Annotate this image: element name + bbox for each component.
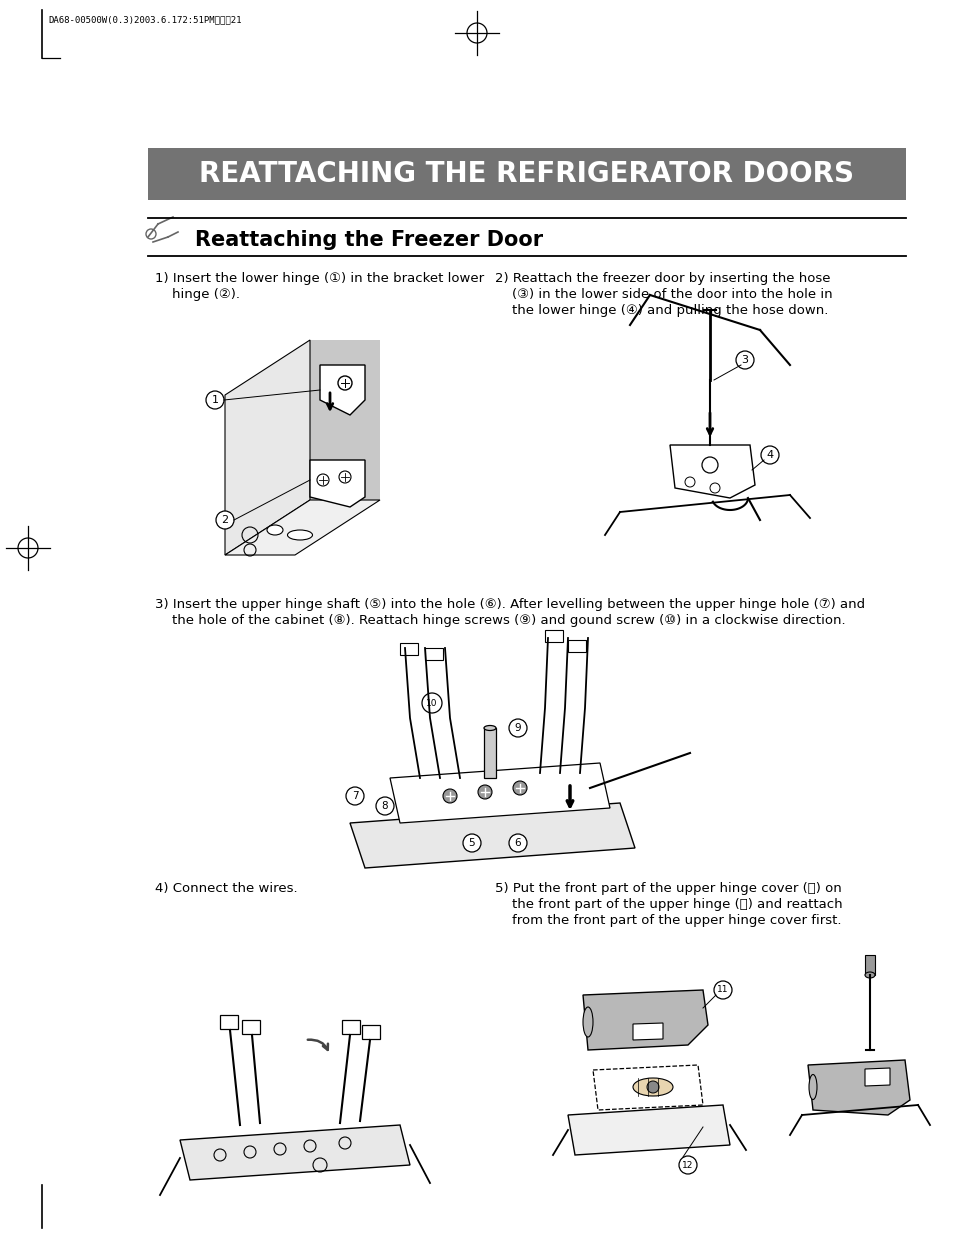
Bar <box>864 955 874 974</box>
Bar <box>399 643 417 655</box>
Ellipse shape <box>483 725 496 730</box>
Circle shape <box>760 446 779 464</box>
Polygon shape <box>567 1105 729 1155</box>
Polygon shape <box>310 459 365 508</box>
Polygon shape <box>350 803 635 868</box>
Circle shape <box>509 719 526 737</box>
Circle shape <box>679 1156 697 1174</box>
Circle shape <box>713 981 731 999</box>
Circle shape <box>375 797 394 815</box>
Text: 4: 4 <box>765 450 773 459</box>
Circle shape <box>735 351 753 369</box>
Text: 5) Put the front part of the upper hinge cover (⑪) on: 5) Put the front part of the upper hinge… <box>495 882 841 895</box>
Circle shape <box>338 471 351 483</box>
Polygon shape <box>582 990 707 1050</box>
Circle shape <box>337 375 352 390</box>
Ellipse shape <box>267 525 283 535</box>
Bar <box>483 727 496 778</box>
Circle shape <box>206 391 224 409</box>
Polygon shape <box>807 1060 909 1115</box>
Text: 5: 5 <box>468 839 475 848</box>
Ellipse shape <box>808 1074 816 1099</box>
Text: 1) Insert the lower hinge (①) in the bracket lower: 1) Insert the lower hinge (①) in the bra… <box>154 272 483 285</box>
Polygon shape <box>180 1125 410 1179</box>
Ellipse shape <box>864 972 874 978</box>
Text: the front part of the upper hinge (⑫) and reattach: the front part of the upper hinge (⑫) an… <box>495 898 841 911</box>
Text: 10: 10 <box>426 699 437 708</box>
Circle shape <box>513 781 526 795</box>
Text: 3) Insert the upper hinge shaft (⑤) into the hole (⑥). After levelling between t: 3) Insert the upper hinge shaft (⑤) into… <box>154 598 864 611</box>
Bar <box>148 148 905 200</box>
Text: 2) Reattach the freezer door by inserting the hose: 2) Reattach the freezer door by insertin… <box>495 272 830 285</box>
Text: 1: 1 <box>212 395 218 405</box>
Ellipse shape <box>633 1078 672 1095</box>
Polygon shape <box>225 500 379 555</box>
Bar <box>220 1015 237 1029</box>
Polygon shape <box>319 366 365 415</box>
Bar <box>361 1025 379 1039</box>
Polygon shape <box>669 445 754 498</box>
Text: hinge (②).: hinge (②). <box>154 288 240 301</box>
Polygon shape <box>310 340 379 500</box>
Circle shape <box>701 457 718 473</box>
Text: 9: 9 <box>515 722 520 734</box>
Text: 6: 6 <box>515 839 520 848</box>
Text: (③) in the lower side of the door into the hole in: (③) in the lower side of the door into t… <box>495 288 832 301</box>
Circle shape <box>442 789 456 803</box>
Ellipse shape <box>582 1007 593 1037</box>
Text: 12: 12 <box>681 1161 693 1170</box>
Text: 2: 2 <box>221 515 229 525</box>
Ellipse shape <box>287 530 313 540</box>
Circle shape <box>316 474 329 487</box>
Text: 4) Connect the wires.: 4) Connect the wires. <box>154 882 297 895</box>
Text: DA68-00500W(0.3)2003.6.172:51PM페이직21: DA68-00500W(0.3)2003.6.172:51PM페이직21 <box>48 15 241 23</box>
Bar <box>341 1020 359 1034</box>
Circle shape <box>462 834 480 852</box>
Polygon shape <box>225 340 310 555</box>
Circle shape <box>346 787 364 805</box>
Text: the hole of the cabinet (⑧). Reattach hinge screws (⑨) and gound screw (⑩) in a : the hole of the cabinet (⑧). Reattach hi… <box>154 614 844 627</box>
Text: from the front part of the upper hinge cover first.: from the front part of the upper hinge c… <box>495 914 841 927</box>
Polygon shape <box>633 1023 662 1040</box>
Text: 3: 3 <box>740 354 748 366</box>
Circle shape <box>421 693 441 713</box>
Bar <box>567 640 585 652</box>
Text: 11: 11 <box>717 986 728 994</box>
Circle shape <box>477 785 492 799</box>
Text: REATTACHING THE REFRIGERATOR DOORS: REATTACHING THE REFRIGERATOR DOORS <box>199 161 854 188</box>
Text: 7: 7 <box>352 790 358 802</box>
Text: Reattaching the Freezer Door: Reattaching the Freezer Door <box>194 230 542 249</box>
Polygon shape <box>864 1068 889 1086</box>
Bar <box>544 630 562 642</box>
Text: 8: 8 <box>381 802 388 811</box>
Circle shape <box>509 834 526 852</box>
Polygon shape <box>390 763 609 823</box>
Bar <box>242 1020 260 1034</box>
Bar <box>424 648 442 659</box>
Circle shape <box>215 511 233 529</box>
Text: the lower hinge (④) and pulling the hose down.: the lower hinge (④) and pulling the hose… <box>495 304 827 317</box>
Circle shape <box>646 1081 659 1093</box>
